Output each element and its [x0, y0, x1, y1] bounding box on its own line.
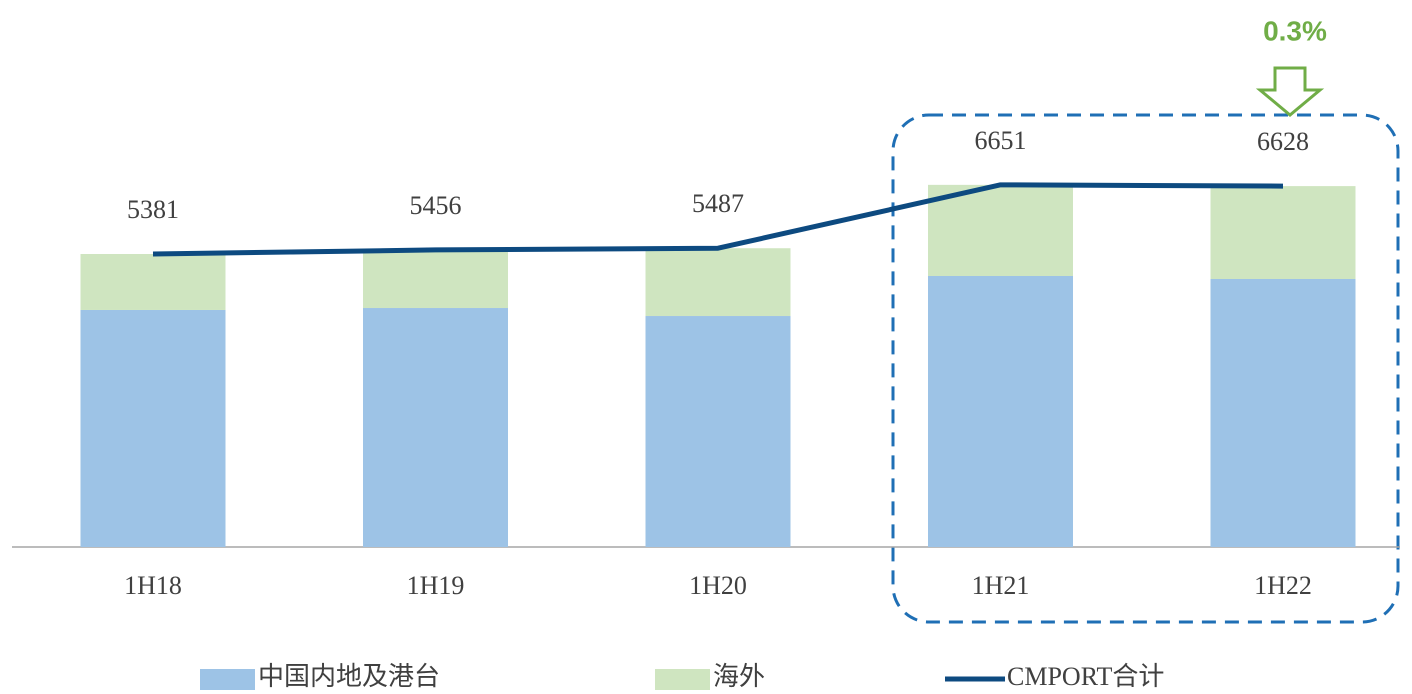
- annotation: 0.3%: [1263, 15, 1327, 46]
- arrow: [1255, 66, 1325, 117]
- legend-label: 海外: [713, 662, 765, 691]
- data-label: 5381: [127, 195, 179, 224]
- legend-label: 中国内地及港台: [258, 662, 440, 691]
- data-label: 5487: [692, 189, 744, 218]
- x-tick-label: 1H21: [972, 571, 1030, 600]
- data-label: 6628: [1257, 127, 1309, 156]
- line: [152, 182, 1284, 257]
- x-tick-label: 1H20: [689, 571, 747, 600]
- x-tick-label: 1H19: [407, 571, 465, 600]
- data-label: 6651: [975, 126, 1027, 155]
- bar-segment: [80, 309, 226, 547]
- bar-segment: [645, 316, 791, 547]
- highlight-box: [891, 113, 1400, 624]
- x-tick-label: 1H18: [124, 571, 182, 600]
- bar-segment: [928, 276, 1073, 547]
- bar-segment: [363, 308, 508, 547]
- x-tick-label: 1H22: [1254, 571, 1312, 600]
- bar-segment: [1210, 278, 1356, 547]
- bar-segment: [645, 248, 791, 317]
- data-label: 5456: [410, 191, 462, 220]
- legend-label: CMPORT合计: [1007, 662, 1164, 691]
- bar-segment: [363, 249, 508, 309]
- legend-swatch: [655, 669, 710, 690]
- bar-segment: [928, 184, 1073, 277]
- bar-segment: [1210, 186, 1356, 279]
- bar-segment: [80, 254, 226, 310]
- legend-swatch: [200, 669, 255, 690]
